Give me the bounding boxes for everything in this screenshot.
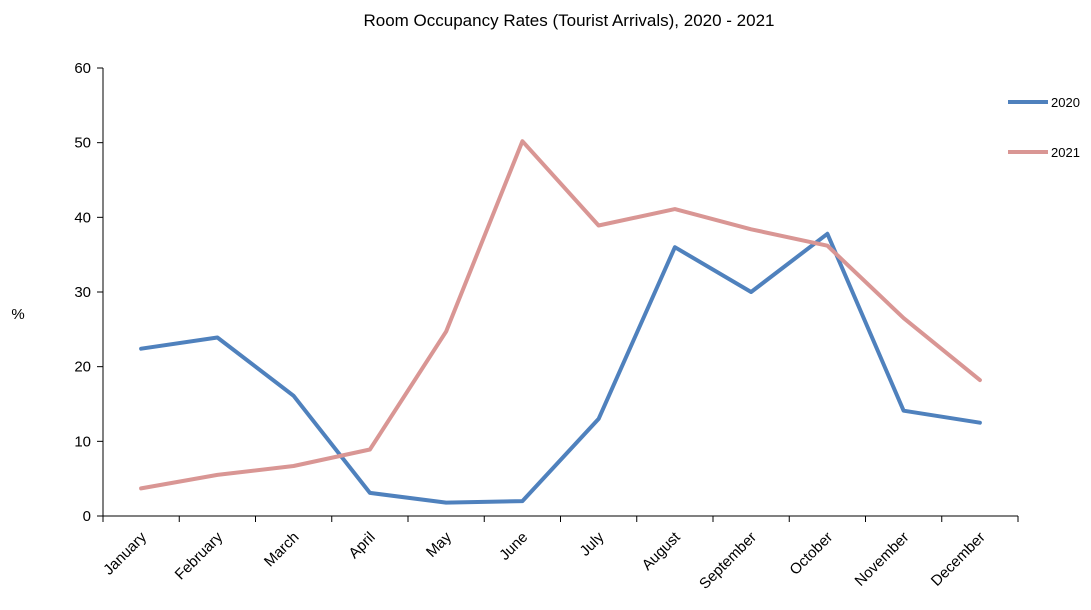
x-tick-label: June — [496, 529, 531, 564]
legend: 2020 2021 — [1008, 95, 1080, 160]
series-line-2021 — [139, 139, 982, 491]
axes — [102, 68, 1018, 517]
x-tick-label: February — [172, 528, 227, 583]
y-tick-label: 60 — [74, 60, 91, 77]
legend-label-2021: 2021 — [1051, 145, 1080, 160]
x-tick-label: September — [696, 529, 760, 593]
x-tick-label: November — [851, 529, 912, 590]
y-tick-label: 40 — [74, 209, 91, 226]
legend-label-2020: 2020 — [1051, 95, 1080, 110]
x-tick-label: January — [100, 528, 150, 578]
y-tick-label: 50 — [74, 135, 91, 152]
y-tick-label: 0 — [83, 508, 91, 525]
y-axis-label: % — [11, 306, 24, 323]
x-tick-label: October — [786, 529, 836, 579]
x-tick-label: April — [345, 529, 378, 562]
series-lines — [139, 139, 982, 505]
x-tick-label: May — [423, 528, 455, 560]
x-axis-ticks: January February March April May June July Augu… — [100, 516, 1019, 593]
series-line-2020 — [139, 231, 982, 505]
x-tick-label: December — [928, 529, 989, 590]
chart-title: Room Occupancy Rates (Tourist Arrivals),… — [363, 11, 774, 30]
y-tick-label: 10 — [74, 433, 91, 450]
y-axis-ticks: 0 10 20 30 40 50 60 — [74, 60, 103, 525]
x-tick-label: July — [577, 528, 608, 559]
y-tick-label: 20 — [74, 359, 91, 376]
x-tick-label: August — [639, 528, 685, 574]
x-tick-label: March — [261, 529, 302, 570]
y-tick-label: 30 — [74, 284, 91, 301]
